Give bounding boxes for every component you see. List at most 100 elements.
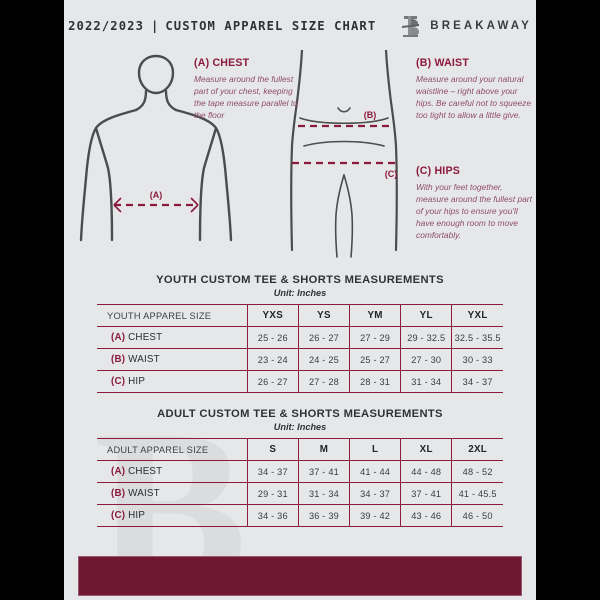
table-row: (A) CHEST 34 - 37 37 - 41 41 - 44 44 - 4… <box>97 460 503 483</box>
footer-band <box>78 556 522 596</box>
youth-row-2-label: (C) HIP <box>97 370 248 393</box>
waist-marker-label: (B) <box>364 110 377 120</box>
youth-row-2-val-0: 26 - 27 <box>246 370 299 393</box>
adult-row-2-val-2: 39 - 42 <box>349 504 401 527</box>
adult-row-1-val-1: 31 - 34 <box>297 482 350 505</box>
youth-row-0-val-2: 27 - 29 <box>349 326 401 349</box>
adult-row-1-label: (B) WAIST <box>97 482 248 505</box>
youth-row-2-name: HIP <box>128 376 146 387</box>
youth-row-1-label: (B) WAIST <box>97 348 248 371</box>
adult-row-2-label: (C) HIP <box>97 504 248 527</box>
youth-row-2-val-2: 28 - 31 <box>349 370 401 393</box>
callout-hips-body: With your feet together, measure around … <box>416 182 532 240</box>
callout-waist-title: (B) WAIST <box>416 57 469 69</box>
adult-row-0-val-2: 41 - 44 <box>349 460 401 483</box>
header-separator: | <box>151 19 159 33</box>
adult-row-1-val-3: 37 - 41 <box>400 482 452 505</box>
adult-row-2-name: HIP <box>128 510 146 521</box>
header-season: 2022/2023 <box>68 19 145 33</box>
adult-row-1-key: (B) <box>111 488 126 499</box>
youth-table-title: YOUTH CUSTOM TEE & SHORTS MEASUREMENTS <box>156 274 444 286</box>
adult-row-0-label: (A) CHEST <box>97 460 248 483</box>
table-row: (B) WAIST 23 - 24 24 - 25 25 - 27 27 - 3… <box>97 348 503 371</box>
lower-body-figure-icon <box>290 50 398 258</box>
youth-row-2-key: (C) <box>111 376 126 387</box>
adult-row-0-val-0: 34 - 37 <box>246 460 299 483</box>
youth-col-4: YXL <box>451 304 503 327</box>
callout-waist: (B) WAIST Measure around your natural wa… <box>416 57 534 122</box>
youth-col-0: YXS <box>246 304 299 327</box>
table-row: (C) HIP 34 - 36 36 - 39 39 - 42 43 - 46 … <box>97 504 503 527</box>
brand-lockup: BREAKAWAY <box>400 14 532 39</box>
adult-row-0-val-4: 48 - 52 <box>451 460 503 483</box>
youth-row-1-val-3: 27 - 30 <box>400 348 452 371</box>
page-title: CUSTOM APPAREL SIZE CHART <box>165 19 377 33</box>
youth-row-1-val-2: 25 - 27 <box>349 348 401 371</box>
youth-row-1-val-0: 23 - 24 <box>246 348 299 371</box>
youth-row-0-val-1: 26 - 27 <box>297 326 350 349</box>
upper-body-figure-icon <box>79 54 233 242</box>
youth-table-unit: Unit: Inches <box>273 288 327 298</box>
youth-row-1-name: WAIST <box>128 354 160 365</box>
adult-col-4: 2XL <box>451 438 503 461</box>
adult-row-0-val-3: 44 - 48 <box>400 460 452 483</box>
adult-row-1-name: WAIST <box>128 488 160 499</box>
adult-measurements-section: ADULT CUSTOM TEE & SHORTS MEASUREMENTS U… <box>97 408 503 527</box>
adult-row-2-val-1: 36 - 39 <box>297 504 350 527</box>
adult-row-1-val-2: 34 - 37 <box>349 482 401 505</box>
breakaway-b-monogram-icon <box>400 14 421 39</box>
youth-col-2: YM <box>349 304 401 327</box>
chest-measure-line <box>113 197 199 213</box>
youth-row-2-val-1: 27 - 28 <box>297 370 350 393</box>
chest-marker-label: (A) <box>150 190 163 200</box>
youth-row-1-val-4: 30 - 33 <box>451 348 503 371</box>
adult-row-2-key: (C) <box>111 510 126 521</box>
table-row: (C) HIP 26 - 27 27 - 28 28 - 31 31 - 34 … <box>97 370 503 393</box>
callout-chest-title: (A) CHEST <box>194 57 250 69</box>
youth-col-1: YS <box>297 304 350 327</box>
hips-marker-label: (C) <box>385 169 398 179</box>
youth-row-0-val-4: 32.5 - 35.5 <box>451 326 503 349</box>
adult-table-title: ADULT CUSTOM TEE & SHORTS MEASUREMENTS <box>157 408 443 420</box>
callout-hips: (C) HIPS With your feet together, measur… <box>416 165 534 242</box>
adult-col-1: M <box>297 438 350 461</box>
brand-name: BREAKAWAY <box>430 20 532 32</box>
adult-row-1-val-4: 41 - 45.5 <box>451 482 503 505</box>
adult-col-0: S <box>246 438 299 461</box>
youth-row-1-val-1: 24 - 25 <box>297 348 350 371</box>
youth-row-1-key: (B) <box>111 354 126 365</box>
callout-waist-body: Measure around your natural waistline – … <box>416 74 531 120</box>
youth-row-0-val-0: 25 - 26 <box>246 326 299 349</box>
youth-row-2-val-3: 31 - 34 <box>400 370 452 393</box>
youth-label-header: YOUTH APPAREL SIZE <box>97 304 248 327</box>
adult-row-1-val-0: 29 - 31 <box>246 482 299 505</box>
adult-row-0-key: (A) <box>111 466 126 477</box>
adult-col-2: L <box>349 438 401 461</box>
adult-size-table: ADULT APPAREL SIZE S M L XL 2XL (A) CHES… <box>97 438 503 527</box>
adult-row-2-val-0: 34 - 36 <box>246 504 299 527</box>
adult-table-header-row: ADULT APPAREL SIZE S M L XL 2XL <box>97 438 503 461</box>
callout-hips-title: (C) HIPS <box>416 165 460 177</box>
youth-row-0-val-3: 29 - 32.5 <box>400 326 452 349</box>
youth-row-0-key: (A) <box>111 332 126 343</box>
adult-table-unit: Unit: Inches <box>273 422 327 432</box>
youth-row-0-name: CHEST <box>128 332 163 343</box>
youth-row-2-val-4: 34 - 37 <box>451 370 503 393</box>
adult-row-0-name: CHEST <box>128 466 163 477</box>
adult-col-3: XL <box>400 438 452 461</box>
adult-row-2-val-3: 43 - 46 <box>400 504 452 527</box>
callout-chest: (A) CHEST Measure around the fullest par… <box>194 57 298 122</box>
page-header: 2022/2023 | CUSTOM APPAREL SIZE CHART BR… <box>64 0 536 52</box>
table-row: (A) CHEST 25 - 26 26 - 27 27 - 29 29 - 3… <box>97 326 503 349</box>
size-chart-page: B 2022/2023 | CUSTOM APPAREL SIZE CHART … <box>64 0 536 600</box>
callout-chest-body: Measure around the fullest part of your … <box>194 74 298 120</box>
adult-label-header: ADULT APPAREL SIZE <box>97 438 248 461</box>
youth-measurements-section: YOUTH CUSTOM TEE & SHORTS MEASUREMENTS U… <box>97 274 503 393</box>
youth-col-3: YL <box>400 304 452 327</box>
youth-size-table: YOUTH APPAREL SIZE YXS YS YM YL YXL (A) … <box>97 304 503 393</box>
youth-table-header-row: YOUTH APPAREL SIZE YXS YS YM YL YXL <box>97 304 503 327</box>
table-row: (B) WAIST 29 - 31 31 - 34 34 - 37 37 - 4… <box>97 482 503 505</box>
adult-row-0-val-1: 37 - 41 <box>297 460 350 483</box>
youth-row-0-label: (A) CHEST <box>97 326 248 349</box>
adult-row-2-val-4: 46 - 50 <box>451 504 503 527</box>
